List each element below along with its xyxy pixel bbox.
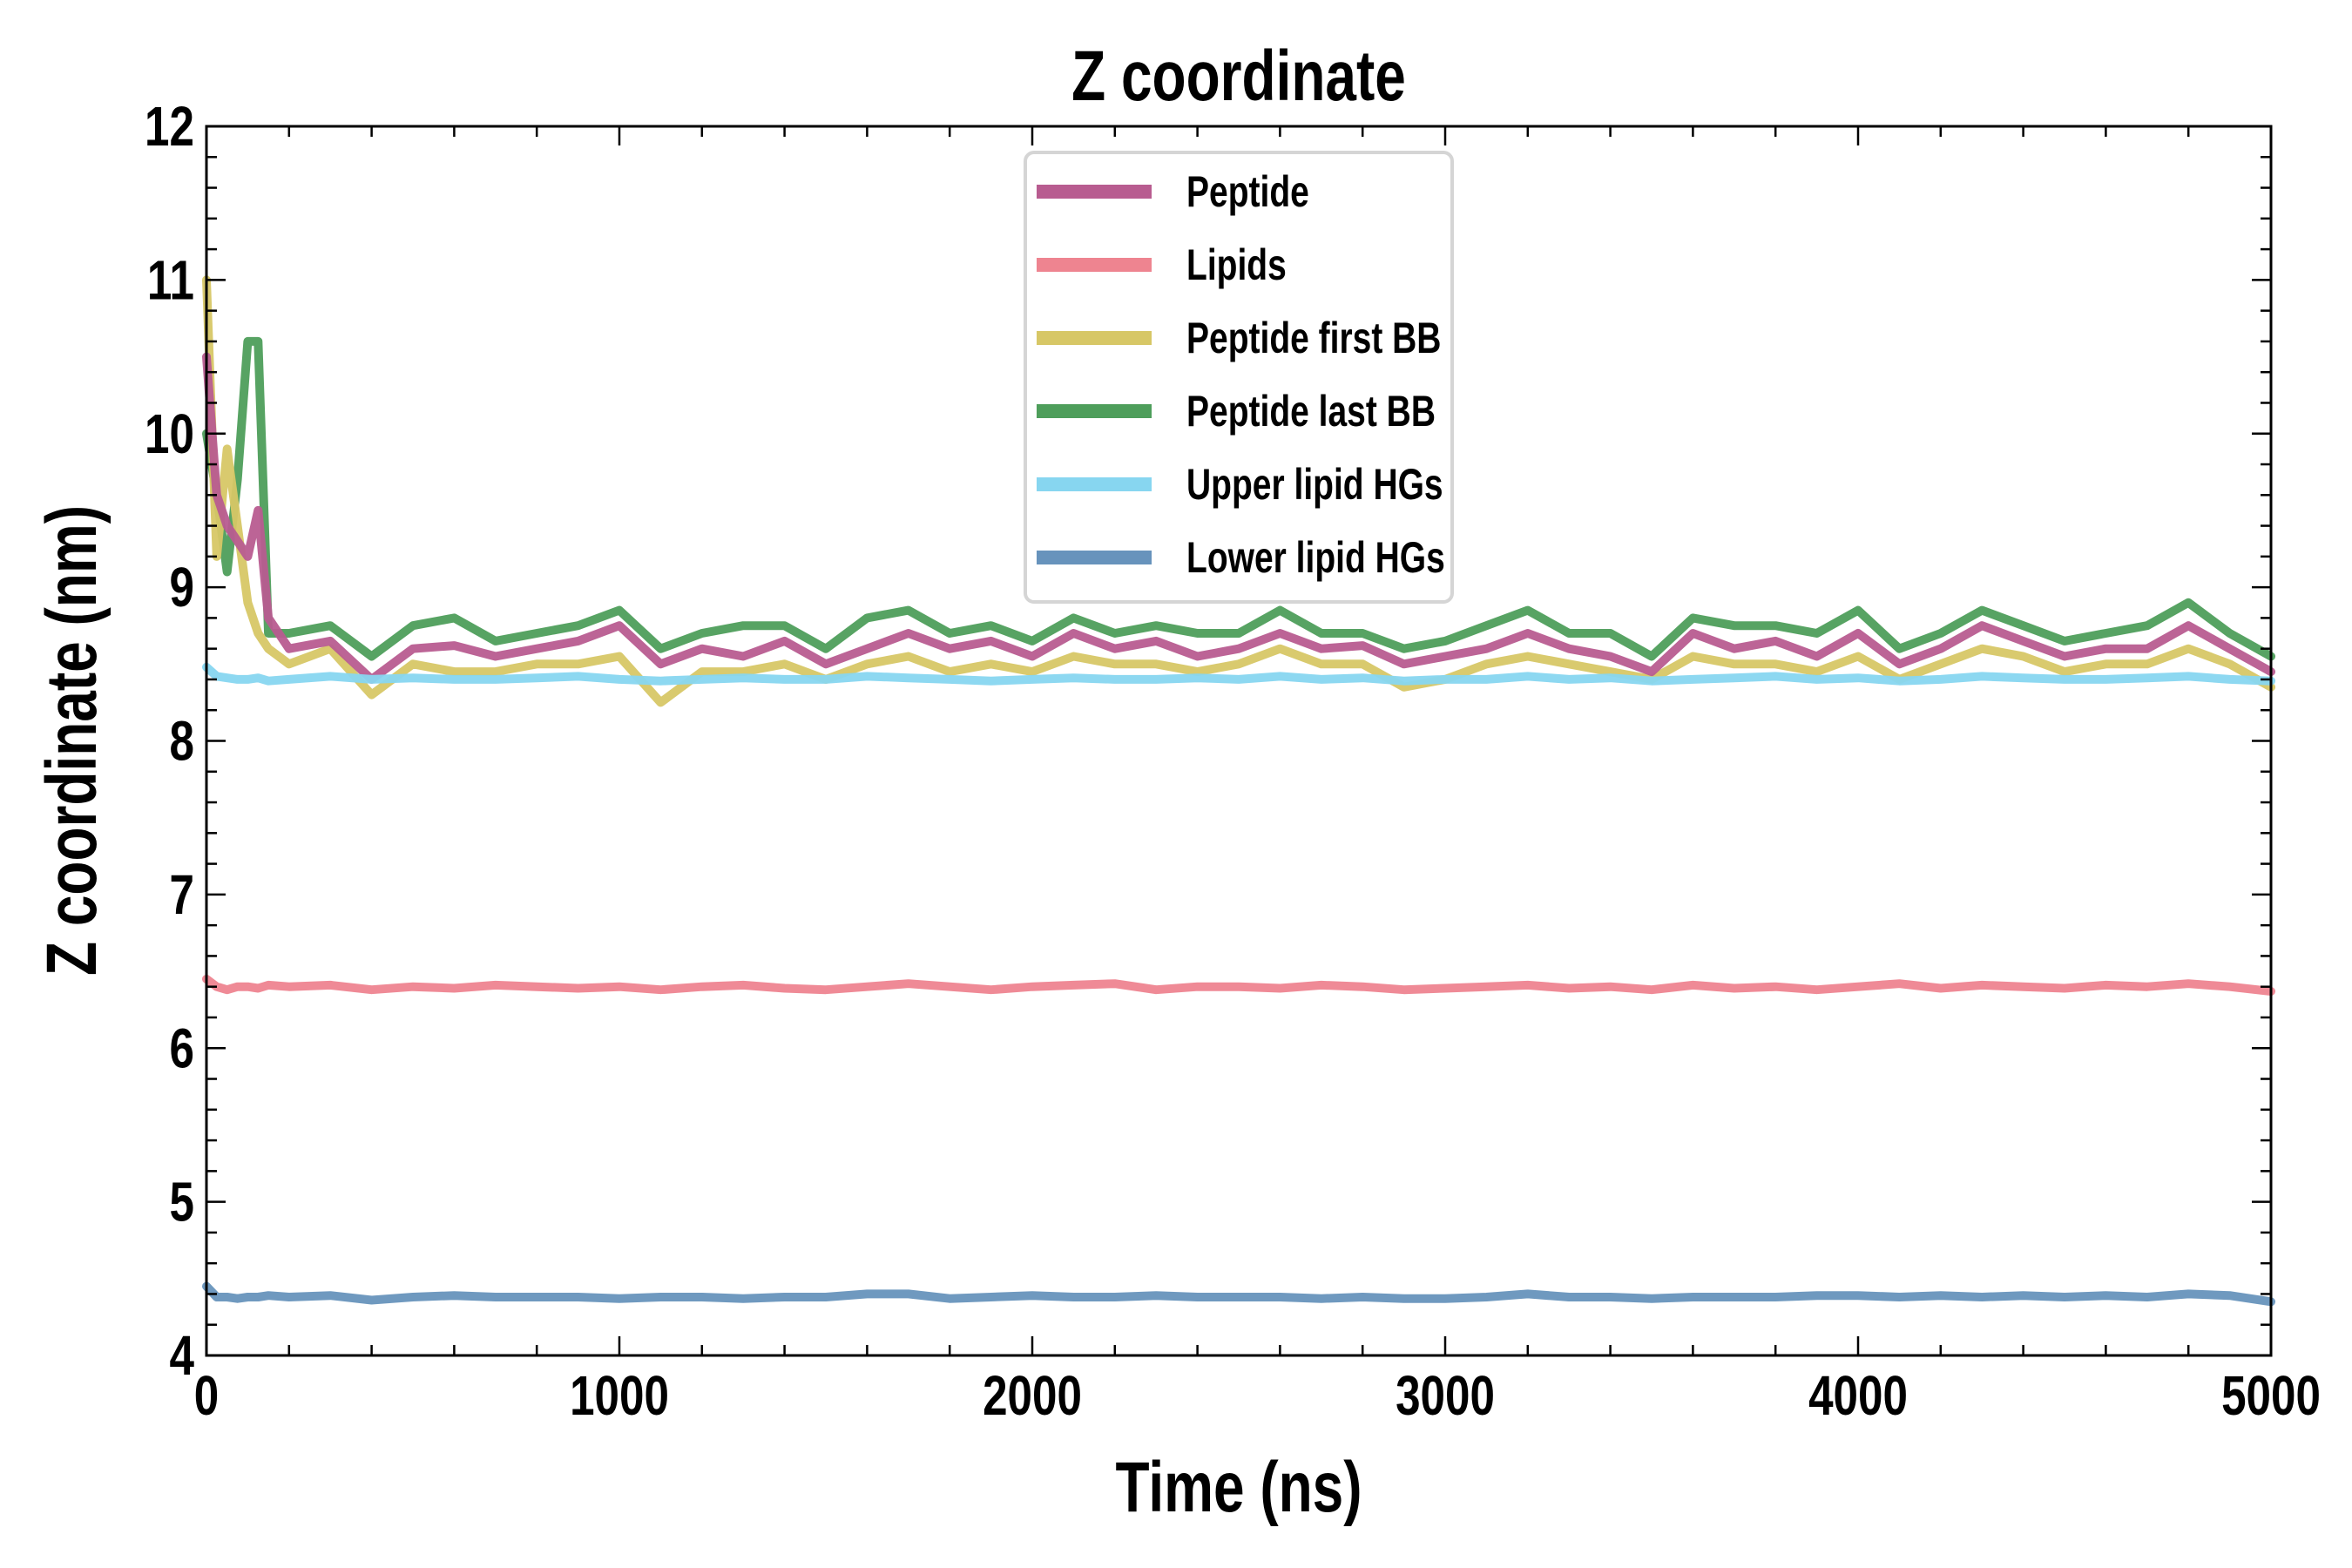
y-axis-label: Z coordinate (nm) — [30, 505, 112, 976]
x-tick-label: 1000 — [570, 1366, 669, 1428]
legend-label: Peptide first BB — [1186, 313, 1441, 362]
series-line-upper-lipid-hgs — [202, 662, 2275, 686]
series-line-lower-lipid-hgs — [202, 1281, 2275, 1307]
y-tick-label: 12 — [145, 97, 194, 159]
x-tick-label: 2000 — [983, 1366, 1082, 1428]
series-line-peptide — [202, 352, 2275, 684]
y-tick-label: 8 — [170, 711, 194, 773]
y-tick-label: 6 — [170, 1018, 194, 1080]
y-tick-label: 9 — [170, 558, 194, 619]
y-tick-label: 5 — [170, 1172, 194, 1233]
series-line-peptide-last-bb — [202, 336, 2275, 661]
legend-label: Peptide last BB — [1186, 386, 1436, 436]
legend-label: Lipids — [1186, 240, 1287, 289]
legend-label: Peptide — [1186, 166, 1309, 216]
legend-label: Upper lipid HGs — [1186, 459, 1443, 509]
y-tick-label: 11 — [147, 250, 194, 312]
x-tick-label: 0 — [194, 1366, 219, 1428]
axes-layer: 0 1000 2000 3000 4000 5000 4 5 6 7 8 9 10 11 12 — [145, 97, 2321, 1428]
x-tick-label: 3000 — [1396, 1366, 1495, 1428]
series-line-lipids — [202, 974, 2275, 996]
x-axis-label: Time (ns) — [1115, 1446, 1362, 1527]
y-tick-label: 10 — [145, 403, 194, 465]
y-tick-label: 7 — [170, 865, 194, 927]
x-tick-label: 4000 — [1808, 1366, 1908, 1428]
series-layer — [202, 275, 2275, 1307]
y-tick-label: 4 — [170, 1326, 194, 1388]
legend: Peptide Lipids Peptide first BB Peptide las… — [1024, 151, 1454, 604]
chart-title: Z coordinate — [1071, 35, 1406, 116]
x-tick-label: 5000 — [2221, 1366, 2321, 1428]
legend-label: Lower lipid HGs — [1186, 532, 1445, 582]
series-line-peptide-first-bb — [202, 275, 2275, 707]
